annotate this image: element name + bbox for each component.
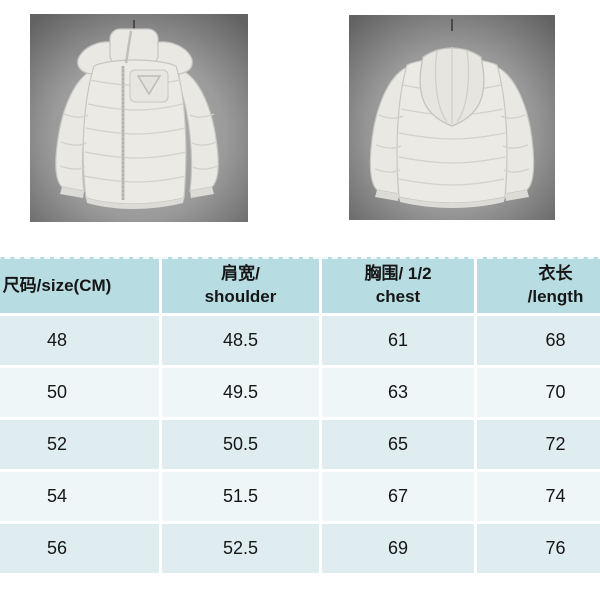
jacket-back-photo <box>349 15 555 220</box>
table-row: 52 50.5 65 72 <box>0 420 600 469</box>
size-chart-table: 尺码/size(CM) 肩宽/ shoulder 胸围/ 1/2 chest 衣… <box>0 254 600 576</box>
shoulder-cell: 48.5 <box>162 316 319 365</box>
table-row: 48 48.5 61 68 <box>0 316 600 365</box>
left-cuff <box>375 190 399 201</box>
chest-cell: 67 <box>322 472 474 521</box>
hood-quilting <box>434 47 470 124</box>
chest-cell: 63 <box>322 368 474 417</box>
length-cell: 68 <box>477 316 600 365</box>
header-line: /length <box>527 287 584 306</box>
triangle-logo-patch <box>136 75 162 96</box>
size-cell: 48 <box>0 316 159 365</box>
table-row: 54 51.5 67 74 <box>0 472 600 521</box>
chest-cell: 69 <box>322 524 474 573</box>
column-header-length: 衣长 /length <box>477 257 600 313</box>
chest-cell: 65 <box>322 420 474 469</box>
table-row: 56 52.5 69 76 <box>0 524 600 573</box>
column-header-shoulder: 肩宽/ shoulder <box>162 257 319 313</box>
header-line: shoulder <box>204 287 277 306</box>
shoulder-cell: 51.5 <box>162 472 319 521</box>
length-cell: 72 <box>477 420 600 469</box>
length-cell: 74 <box>477 472 600 521</box>
header-line: 肩宽/ <box>221 264 260 284</box>
jacket-front-photo <box>30 14 248 222</box>
size-cell: 54 <box>0 472 159 521</box>
column-header-chest: 胸围/ 1/2 chest <box>322 257 474 313</box>
shoulder-cell: 52.5 <box>162 524 319 573</box>
chest-cell: 61 <box>322 316 474 365</box>
collar-zipper <box>124 30 133 64</box>
header-line: chest <box>375 287 421 306</box>
header-line: 胸围/ 1/2 <box>364 264 432 284</box>
size-cell: 52 <box>0 420 159 469</box>
length-cell: 70 <box>477 368 600 417</box>
hem <box>86 198 184 209</box>
size-cell: 50 <box>0 368 159 417</box>
left-cuff <box>60 187 84 198</box>
right-cuff <box>190 187 214 198</box>
header-line: 衣长 <box>538 264 573 284</box>
column-header-size: 尺码/size(CM) <box>0 257 159 313</box>
jacket-front-illustration <box>30 14 248 222</box>
jacket-back-illustration <box>349 15 555 220</box>
quilting-lines <box>374 84 530 186</box>
header-row: 尺码/size(CM) 肩宽/ shoulder 胸围/ 1/2 chest 衣… <box>0 257 600 313</box>
table-row: 50 49.5 63 70 <box>0 368 600 417</box>
hem <box>399 197 505 208</box>
right-sleeve <box>177 68 219 192</box>
right-cuff <box>505 190 529 201</box>
header-line: 尺码/size(CM) <box>2 275 112 295</box>
length-cell: 76 <box>477 524 600 573</box>
size-cell: 56 <box>0 524 159 573</box>
shoulder-cell: 49.5 <box>162 368 319 417</box>
shoulder-cell: 50.5 <box>162 420 319 469</box>
